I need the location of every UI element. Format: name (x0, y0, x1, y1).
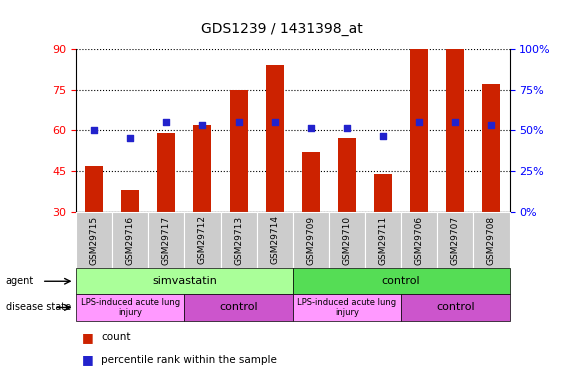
Point (162, 119, 171, 125)
Bar (410, 49, 428, 212)
Text: GSM29706: GSM29706 (415, 215, 424, 265)
Bar (446, 49, 464, 212)
Bar (338, 138, 356, 212)
Bar (230, 90, 248, 212)
Point (270, 119, 279, 125)
Text: GSM29712: GSM29712 (198, 216, 207, 264)
Text: GSM29717: GSM29717 (162, 215, 171, 265)
Text: GDS1239 / 1431398_at: GDS1239 / 1431398_at (200, 22, 363, 36)
Text: LPS-induced acute lung
injury: LPS-induced acute lung injury (81, 298, 180, 317)
Point (342, 124, 351, 130)
Point (126, 135, 135, 141)
Point (378, 133, 387, 139)
Bar (85, 166, 103, 212)
Bar (266, 65, 284, 212)
Text: GSM29709: GSM29709 (306, 215, 315, 265)
Point (306, 124, 315, 130)
Text: agent: agent (6, 276, 34, 286)
Bar (374, 174, 392, 212)
Text: ■: ■ (82, 331, 93, 344)
Point (90, 128, 99, 134)
Text: GSM29715: GSM29715 (90, 215, 99, 265)
Text: GSM29714: GSM29714 (270, 216, 279, 264)
Text: GSM29707: GSM29707 (451, 215, 460, 265)
Text: GSM29711: GSM29711 (378, 215, 387, 265)
Text: disease state: disease state (6, 303, 71, 312)
Text: control: control (436, 303, 475, 312)
Text: control: control (382, 276, 421, 286)
Text: GSM29708: GSM29708 (487, 215, 496, 265)
Bar (121, 190, 139, 212)
Text: ■: ■ (82, 354, 93, 366)
Text: LPS-induced acute lung
injury: LPS-induced acute lung injury (297, 298, 396, 317)
Text: control: control (219, 303, 258, 312)
Point (487, 122, 496, 128)
Bar (157, 133, 175, 212)
Text: count: count (101, 333, 131, 342)
Point (234, 119, 243, 125)
Text: simvastatin: simvastatin (152, 276, 217, 286)
Text: GSM29710: GSM29710 (342, 215, 351, 265)
Bar (194, 125, 212, 212)
Bar (302, 152, 320, 212)
Text: GSM29713: GSM29713 (234, 215, 243, 265)
Text: GSM29716: GSM29716 (126, 215, 135, 265)
Point (415, 119, 424, 125)
Point (451, 119, 460, 125)
Point (198, 122, 207, 128)
Text: percentile rank within the sample: percentile rank within the sample (101, 355, 277, 365)
Bar (482, 84, 501, 212)
